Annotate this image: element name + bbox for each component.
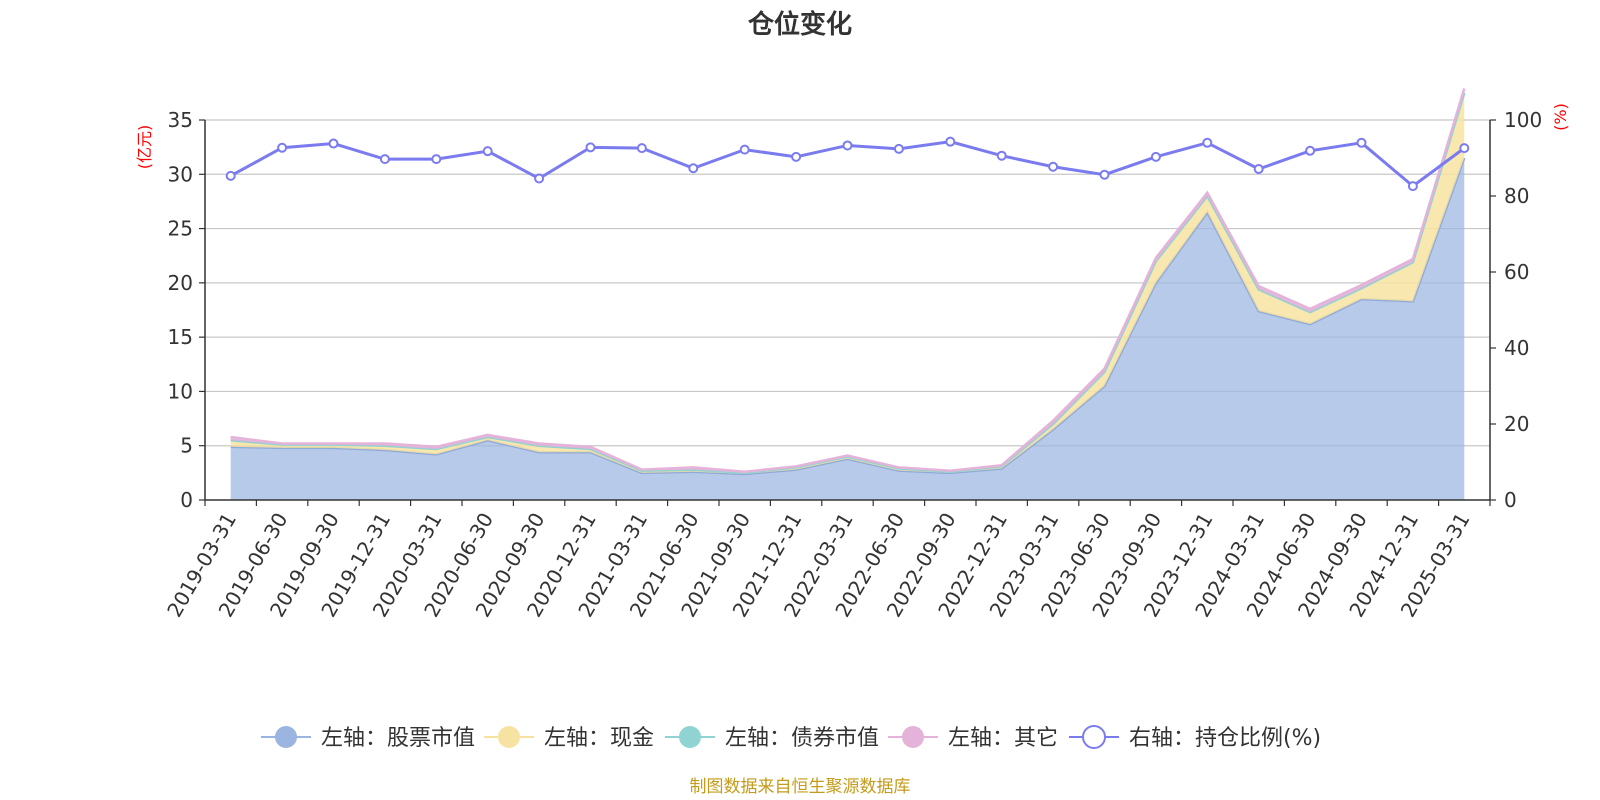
left-axis-tick-label: 5 xyxy=(180,434,193,458)
ratio-point[interactable] xyxy=(1356,137,1367,148)
legend-item[interactable]: 左轴：现金 xyxy=(484,726,654,751)
ratio-point[interactable] xyxy=(1305,145,1316,156)
right-axis-tick-label: 0 xyxy=(1504,488,1517,512)
left-axis-tick-label: 20 xyxy=(168,271,193,295)
legend-label: 左轴：其它 xyxy=(948,726,1058,751)
ratio-point[interactable] xyxy=(688,163,699,174)
ratio-point[interactable] xyxy=(996,150,1007,161)
legend-item[interactable]: 左轴：其它 xyxy=(888,726,1058,751)
chart-title: 仓位变化 xyxy=(747,9,852,40)
left-axis-tick-label: 15 xyxy=(168,325,193,349)
ratio-point[interactable] xyxy=(1253,164,1264,175)
right-axis-unit: (%) xyxy=(1551,103,1570,131)
ratio-point[interactable] xyxy=(1150,151,1161,162)
source-note: 制图数据来自恒生聚源数据库 xyxy=(690,777,911,797)
legend-item[interactable]: 左轴：债券市值 xyxy=(665,726,879,751)
right-axis-tick-label: 40 xyxy=(1504,336,1529,360)
legend: 左轴：股票市值 左轴：现金 左轴：债券市值 左轴：其它 右轴：持仓比例(%) xyxy=(261,725,1321,751)
right-axis-tick-label: 80 xyxy=(1504,184,1529,208)
left-axis-tick-label: 10 xyxy=(168,379,193,403)
grid-lines xyxy=(205,119,1490,447)
legend-label: 左轴：债券市值 xyxy=(725,726,879,751)
left-axis-tick-label: 30 xyxy=(168,162,193,186)
right-axis-tick-label: 60 xyxy=(1504,260,1529,284)
legend-label: 左轴：股票市值 xyxy=(321,726,475,751)
ratio-point[interactable] xyxy=(225,170,236,181)
ratio-point[interactable] xyxy=(379,154,390,165)
stacked-areas xyxy=(230,88,1466,500)
ratio-point[interactable] xyxy=(1202,137,1213,148)
ratio-point[interactable] xyxy=(585,142,596,153)
legend-marker xyxy=(902,726,924,748)
ratio-point[interactable] xyxy=(1048,161,1059,172)
ratio-point[interactable] xyxy=(1459,143,1470,154)
ratio-line-series xyxy=(225,136,1470,192)
legend-marker xyxy=(498,726,520,748)
legend-marker xyxy=(679,726,701,748)
ratio-point[interactable] xyxy=(431,154,442,165)
area-edge-3 xyxy=(230,88,1466,474)
legend-marker xyxy=(275,726,297,748)
ratio-point[interactable] xyxy=(482,146,493,157)
ratio-point[interactable] xyxy=(636,143,647,154)
ratio-point[interactable] xyxy=(791,151,802,162)
left-axis-tick-label: 0 xyxy=(180,488,193,512)
ratio-point[interactable] xyxy=(842,140,853,151)
ratio-point[interactable] xyxy=(893,143,904,154)
legend-marker xyxy=(1082,725,1106,749)
left-axis-unit: (亿元) xyxy=(135,125,154,170)
left-axis-tick-label: 25 xyxy=(168,217,193,241)
right-axis-tick-label: 20 xyxy=(1504,412,1529,436)
area-0 xyxy=(230,158,1465,500)
ratio-point[interactable] xyxy=(328,138,339,149)
legend-label: 右轴：持仓比例(%) xyxy=(1129,726,1321,751)
ratio-point[interactable] xyxy=(1407,181,1418,192)
ratio-point[interactable] xyxy=(277,142,288,153)
left-axis-tick-label: 35 xyxy=(168,108,193,132)
legend-item[interactable]: 左轴：股票市值 xyxy=(261,726,475,751)
ratio-point[interactable] xyxy=(739,144,750,155)
ratio-point[interactable] xyxy=(945,136,956,147)
ratio-point[interactable] xyxy=(1099,169,1110,180)
right-axis-tick-label: 100 xyxy=(1504,108,1542,132)
ratio-point[interactable] xyxy=(534,173,545,184)
legend-item[interactable]: 右轴：持仓比例(%) xyxy=(1069,725,1321,751)
legend-label: 左轴：现金 xyxy=(544,726,654,751)
